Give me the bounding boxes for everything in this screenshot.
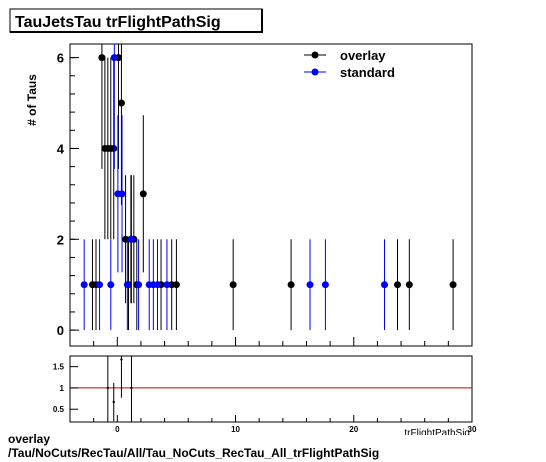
standard-point [96,281,104,289]
y-axis-label: # of Taus [25,74,39,126]
ratio-point [130,386,133,390]
footer-line-2: /Tau/NoCuts/RecTau/All/Tau_NoCuts_RecTau… [8,446,380,460]
standard-point [306,281,314,289]
legend-overlay-label: overlay [340,48,386,63]
chart-title: TauJetsTau trFlightPathSig [15,14,221,31]
main-y-ticks: 0 2 4 6 [57,51,79,338]
standard-point [381,281,389,289]
overlay-point [139,190,147,198]
standard-point [127,235,135,243]
y-tick-label: 6 [57,51,64,66]
ratio-point [106,386,110,390]
legend: overlay standard [304,48,395,80]
overlay-point [287,281,295,289]
standard-point [153,281,161,289]
ratio-x-tick-label: 10 [231,425,240,434]
standard-point [107,281,115,289]
ratio-point [120,358,123,361]
ratio-y-tick-label: 1.5 [53,363,65,372]
ratio-y-tick-label: 0.5 [53,405,65,414]
overlay-point [405,281,413,289]
standard-point [80,281,88,289]
overlay-point [229,281,237,289]
chart-title-box: TauJetsTau trFlightPathSig [9,8,263,33]
overlay-point [172,281,180,289]
ratio-x-tick-label: 30 [468,425,477,434]
legend-standard-label: standard [340,65,395,80]
overlay-point [98,54,106,62]
main-x-ticks [69,337,473,346]
standard-point [163,281,171,289]
standard-point [321,281,329,289]
ratio-y-tick-label: 1 [60,384,65,393]
footer-line-1: overlay [8,432,51,446]
standard-point [110,54,118,62]
standard-point [123,281,131,289]
main-data-points [80,44,457,331]
overlay-point [394,281,402,289]
main-plot-frame [69,43,473,347]
ratio-x-tick-label: 0 [115,425,120,434]
ratio-x-tick-label: 20 [349,425,358,434]
standard-point [118,190,126,198]
ratio-data-points [106,356,133,422]
y-tick-label: 4 [57,141,65,156]
overlay-point [117,99,125,107]
ratio-point [112,400,115,404]
legend-overlay-marker [311,51,319,59]
standard-point [135,281,143,289]
overlay-point [110,144,118,152]
ratio-y-ticks: 0.5 1 1.5 [53,363,78,414]
x-axis-label: trFlightPathSig [404,428,470,439]
y-tick-label: 0 [57,323,64,338]
legend-standard-marker [311,68,319,76]
ratio-plot-frame [69,355,473,423]
ratio-x-ticks: 0 10 20 30 [69,415,477,434]
overlay-point [449,281,457,289]
y-tick-label: 2 [57,232,64,247]
